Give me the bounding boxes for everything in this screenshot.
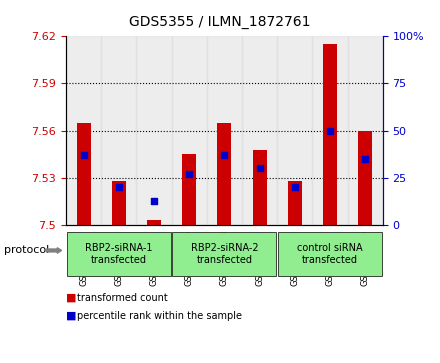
Text: protocol: protocol: [4, 245, 50, 256]
Text: control siRNA
transfected: control siRNA transfected: [297, 243, 363, 265]
Bar: [147, 220, 161, 225]
Bar: [242, 36, 277, 225]
Bar: [312, 36, 348, 225]
Text: ■: ■: [66, 293, 77, 303]
Bar: [288, 181, 302, 225]
Bar: [207, 36, 242, 225]
Text: RBP2-siRNA-1
transfected: RBP2-siRNA-1 transfected: [85, 243, 153, 265]
Point: [362, 156, 369, 162]
Text: transformed count: transformed count: [77, 293, 168, 303]
Point: [256, 166, 263, 171]
Text: percentile rank within the sample: percentile rank within the sample: [77, 311, 242, 321]
Point: [186, 171, 193, 177]
Bar: [136, 36, 172, 225]
Bar: [358, 131, 372, 225]
Bar: [66, 36, 101, 225]
Point: [291, 184, 298, 190]
Text: GDS5355 / ILMN_1872761: GDS5355 / ILMN_1872761: [129, 15, 311, 29]
Bar: [101, 36, 136, 225]
Point: [150, 197, 158, 203]
Bar: [172, 36, 207, 225]
Bar: [182, 154, 196, 225]
Text: ■: ■: [66, 311, 77, 321]
Bar: [253, 150, 267, 225]
Point: [115, 184, 122, 190]
Point: [221, 152, 228, 158]
Point: [80, 152, 87, 158]
Bar: [348, 36, 383, 225]
Bar: [277, 36, 312, 225]
Bar: [323, 44, 337, 225]
Point: [326, 128, 334, 134]
Bar: [217, 123, 231, 225]
Text: RBP2-siRNA-2
transfected: RBP2-siRNA-2 transfected: [191, 243, 258, 265]
Bar: [112, 181, 126, 225]
Bar: [77, 123, 91, 225]
